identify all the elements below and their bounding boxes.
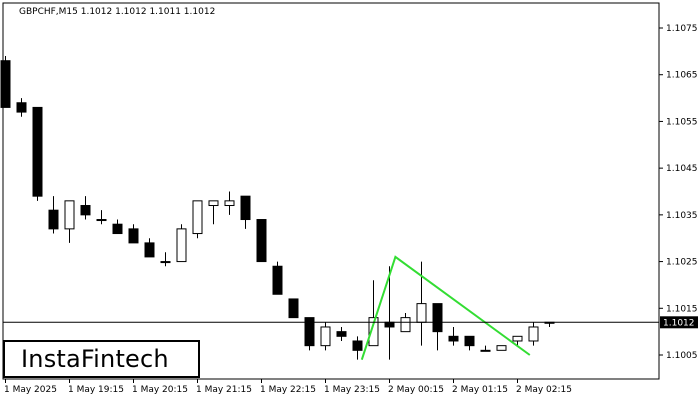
candle [16,98,27,117]
candle-body [256,219,267,263]
candle-body [128,228,139,244]
candle-body [288,298,299,319]
x-tick-label: 1 May 23:15 [324,385,380,395]
candle [112,219,123,235]
candle-body [32,106,43,197]
candle [192,200,203,239]
candle-body [192,200,203,235]
candle [224,191,235,215]
candle [320,322,331,351]
candle-body [528,326,539,342]
x-tick-label: 2 May 02:15 [516,385,572,395]
candle [304,317,315,351]
candle-body [336,331,347,337]
candle-body [0,60,11,108]
candle-body [176,228,187,263]
x-tick-label: 1 May 22:15 [260,385,316,395]
candle [272,261,283,295]
candle-body [368,317,379,347]
candle-body [16,102,27,113]
candle-body [208,200,219,207]
candle-body [320,326,331,347]
candle-body [400,317,411,333]
candle-body [144,242,155,258]
x-tick-label: 2 May 01:15 [452,385,508,395]
candle [368,280,379,347]
candle-body [464,335,475,347]
x-tick-label: 1 May 20:15 [132,385,188,395]
candle [480,345,491,352]
candle-body [448,335,459,342]
price-tag-label: 1.1012 [663,318,695,328]
candle [160,252,171,267]
candle-body [64,200,75,230]
x-tick-label: 1 May 2025 [4,385,57,395]
candle [256,219,267,263]
x-tick-label: 1 May 19:15 [68,385,124,395]
logo-text: InstaFintech [21,345,169,373]
y-tick-label: 1.1025 [666,258,698,268]
candle [240,195,251,229]
candles-layer [0,56,555,360]
y-tick-label: 1.1065 [666,71,698,81]
price-tag-bg [660,316,698,329]
instafintech-logo: InstaFintech [3,340,200,378]
y-tick-label: 1.1015 [666,304,698,314]
candle [528,322,539,346]
y-tick-label: 1.1045 [666,164,698,174]
candle-body [496,345,507,351]
candle [0,56,11,108]
candle [464,335,475,351]
x-tick-label: 1 May 21:15 [196,385,252,395]
candle-body [48,209,59,230]
y-tick-label: 1.1075 [666,24,698,34]
candle-body [352,340,363,351]
candle [96,210,107,225]
candle-body [512,335,523,342]
candle [208,200,219,225]
pattern-line [360,255,531,360]
candle [128,224,139,244]
candle [512,335,523,346]
candle-body [160,261,171,264]
axis-layer: 1.1075 1.1065 1.1055 1.1045 1.1035 1.1025 1.10… [2,2,698,395]
candle [448,326,459,346]
y-tick-label: 1.1035 [666,211,698,221]
candle-body [224,200,235,207]
candle [336,326,347,341]
plot-frame [2,2,660,380]
y-tick-label: 1.1055 [666,117,698,127]
chart-title: GBPCHF,M15 1.1012 1.1012 1.1011 1.1012 [19,7,215,17]
pattern-layer [360,255,531,360]
candle-body [384,321,395,328]
candle [432,303,443,351]
candle [48,196,59,234]
candle-body [432,303,443,333]
candle-body [240,195,251,221]
candle-body [96,219,107,222]
candle [288,298,299,319]
candle-body [80,205,91,216]
candle [176,224,187,263]
candle-body [112,223,123,235]
candle [64,200,75,243]
x-tick-label: 2 May 00:15 [388,385,444,395]
candle-body [480,349,491,352]
candle [384,266,395,360]
candle-body [304,317,315,347]
candle [496,345,507,351]
candle [80,196,91,220]
candle-body [272,265,283,295]
candle [544,321,555,327]
candle-body [416,303,427,323]
y-tick-label: 1.1005 [666,351,698,361]
candle [352,336,363,360]
candle [144,238,155,258]
candle [32,106,43,201]
